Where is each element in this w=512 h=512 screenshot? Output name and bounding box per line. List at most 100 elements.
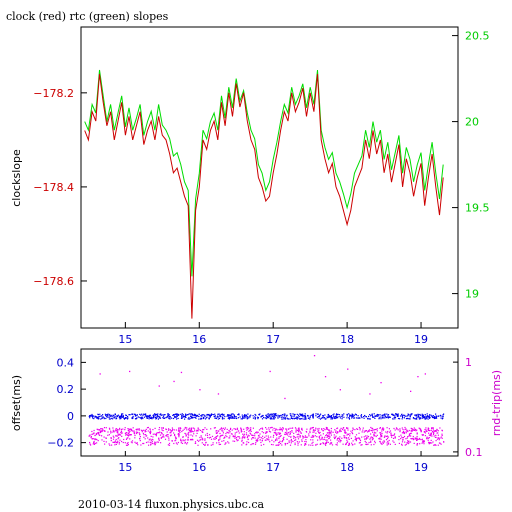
rnd-trip-point [174, 433, 176, 436]
rnd-trip-point [432, 441, 434, 443]
rnd-trip-point [213, 438, 215, 440]
rnd-trip-point [117, 438, 119, 440]
rnd-trip-point [302, 435, 304, 437]
offset-point [312, 413, 314, 415]
rnd-trip-point [327, 435, 329, 437]
rnd-trip-point [416, 432, 418, 434]
rnd-trip-point [224, 428, 226, 431]
rnd-trip-point [197, 427, 199, 429]
rnd-trip-point [131, 440, 134, 442]
offset-point [109, 415, 112, 417]
rnd-trip-point [407, 436, 409, 438]
rnd-trip-point [165, 428, 167, 430]
offset-point [277, 416, 279, 418]
offset-point [278, 415, 280, 417]
offset-point [418, 418, 420, 420]
rnd-trip-point [217, 435, 219, 437]
rnd-trip-point [358, 437, 360, 439]
offset-point [136, 415, 138, 417]
offset-point [286, 415, 288, 417]
offset-point [301, 414, 303, 417]
rnd-trip-point [278, 436, 280, 438]
offset-point [206, 413, 208, 416]
rnd-trip-point [372, 431, 374, 433]
rnd-trip-point [261, 440, 263, 442]
rnd-trip-point [293, 432, 295, 434]
rnd-trip-point [276, 429, 278, 431]
rnd-trip-point [183, 428, 185, 430]
offset-point [443, 413, 445, 415]
offset-point [219, 414, 221, 416]
rnd-trip-point [196, 439, 199, 441]
offset-point [309, 415, 311, 417]
offset-point [101, 417, 103, 419]
offset-point [415, 417, 418, 419]
rnd-trip-point [293, 436, 296, 438]
offset-point [418, 417, 420, 419]
rnd-trip-point [110, 438, 112, 440]
rnd-trip-point [245, 444, 247, 446]
offset-point [254, 417, 257, 419]
offset-point [335, 414, 337, 416]
rnd-trip-point [370, 437, 372, 439]
rnd-trip-point [262, 428, 264, 430]
rnd-trip-point [158, 432, 160, 434]
offset-point [280, 414, 282, 416]
offset-point [269, 413, 271, 415]
rnd-trip-point [122, 441, 124, 444]
offset-point [183, 415, 185, 417]
rnd-trip-point [386, 432, 388, 434]
rnd-trip-point [268, 429, 270, 431]
rnd-trip-point [384, 435, 386, 437]
rnd-trip-point [380, 432, 382, 434]
rnd-trip-point [421, 442, 423, 444]
rnd-trip-point [207, 444, 209, 446]
offset-point [277, 414, 279, 416]
offset-point [418, 415, 420, 417]
offset-point [357, 415, 359, 417]
offset-point [214, 415, 216, 417]
offset-point [185, 416, 187, 418]
rnd-trip-point [178, 436, 180, 438]
rnd-trip-point [339, 430, 341, 432]
rnd-trip-point [239, 437, 241, 439]
rnd-trip-point [328, 437, 330, 439]
rnd-trip-point [127, 442, 129, 444]
rnd-trip-point [144, 431, 146, 433]
rnd-trip-point [152, 439, 154, 441]
rnd-trip-point [367, 443, 369, 445]
offset-point [200, 417, 202, 419]
offset-point [167, 416, 169, 418]
offset-point [297, 414, 300, 416]
rnd-trip-point [93, 441, 95, 443]
rnd-trip-point [436, 429, 438, 431]
rnd-trip-point [366, 435, 368, 437]
rnd-trip-point [283, 436, 285, 438]
offset-point [88, 415, 90, 418]
rnd-trip-point [347, 429, 349, 431]
rnd-trip-point [165, 428, 168, 431]
rnd-trip-point [337, 432, 339, 434]
rnd-trip-point [434, 430, 436, 432]
offset-point [394, 418, 396, 420]
offset-point [209, 415, 211, 417]
rnd-trip-point [295, 431, 297, 433]
rnd-trip-point [421, 438, 423, 440]
rnd-trip-point [220, 427, 223, 429]
offset-point [379, 416, 381, 418]
offset-point [281, 416, 283, 418]
rnd-trip-point [289, 432, 291, 434]
rnd-trip-point [236, 428, 239, 430]
offset-point [210, 414, 212, 416]
offset-point [407, 415, 409, 417]
rnd-trip-point [199, 439, 201, 441]
offset-point [442, 417, 444, 419]
offset-point [113, 417, 115, 419]
rnd-trip-point [304, 443, 306, 445]
rnd-trip-point [133, 430, 135, 432]
rnd-trip-point [273, 427, 275, 429]
offset-point [248, 417, 250, 419]
offset-point [198, 415, 200, 418]
rnd-trip-point [343, 429, 345, 431]
offset-point [378, 414, 380, 416]
